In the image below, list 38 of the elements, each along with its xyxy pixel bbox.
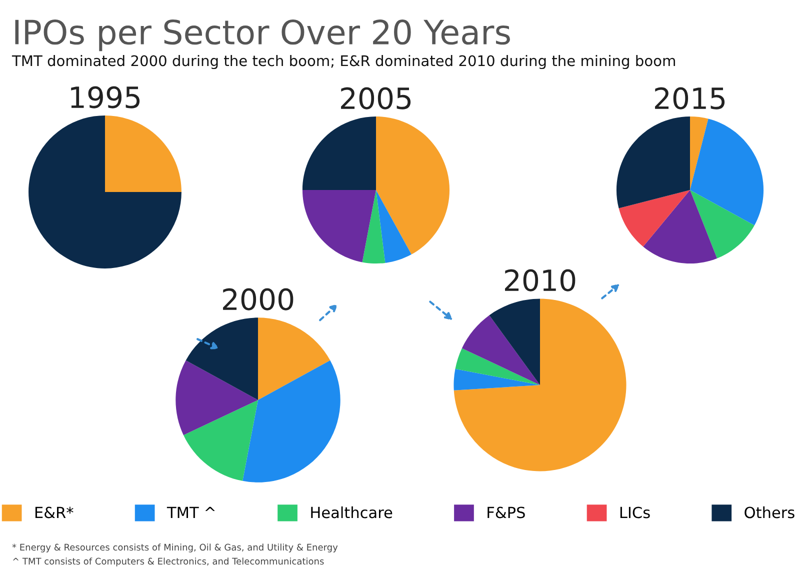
pie-slice <box>362 190 386 264</box>
pie-slice <box>242 360 340 482</box>
pie-slice <box>643 190 718 264</box>
pie-slice <box>489 298 540 385</box>
text: TMT dominated 2000 during the tech boom; E&R dominated 2010 during the mining boom <box>12 54 675 70</box>
pie-slice <box>454 298 626 472</box>
legend-label: Healthcare <box>311 506 392 518</box>
chart-title: 2000 <box>223 288 294 310</box>
pie-slice <box>105 116 182 192</box>
pie-slice <box>690 116 708 190</box>
text: IPOs per Sector Over 20 Years <box>15 19 510 52</box>
legend-label: F&PS <box>488 506 525 518</box>
pie-slice <box>302 190 376 262</box>
text: * Energy & Resources consists of Mining, Oil & Gas, and Utility & Energy <box>12 544 338 552</box>
pie-slice <box>376 116 450 254</box>
pie-slice <box>258 318 330 400</box>
chart-title: 1995 <box>71 86 140 108</box>
pie-slice <box>28 116 182 268</box>
pie-slice <box>616 116 690 208</box>
pie-slice <box>690 118 764 226</box>
legend-label: LICs <box>620 506 650 518</box>
pie-slice <box>183 400 258 481</box>
chart-title: 2010 <box>505 269 576 292</box>
text: ^ TMT consists of Computers & Electronics, and Telecommunications <box>12 558 324 566</box>
pie-slice <box>186 318 258 400</box>
pie-slice <box>376 190 412 263</box>
chart-title: 2005 <box>341 87 411 110</box>
chart-title: 2015 <box>655 87 725 110</box>
legend-label: TMT ^ <box>166 506 215 518</box>
pie-slice <box>618 190 690 247</box>
pie-slice <box>302 116 376 190</box>
pie-slice <box>462 315 540 385</box>
pie-slice <box>455 348 540 385</box>
pie-slice <box>454 368 540 390</box>
legend-label: E&R* <box>35 506 74 518</box>
pie-slice <box>690 190 754 258</box>
pie-slice <box>176 360 258 436</box>
legend-label: Others <box>744 506 794 518</box>
